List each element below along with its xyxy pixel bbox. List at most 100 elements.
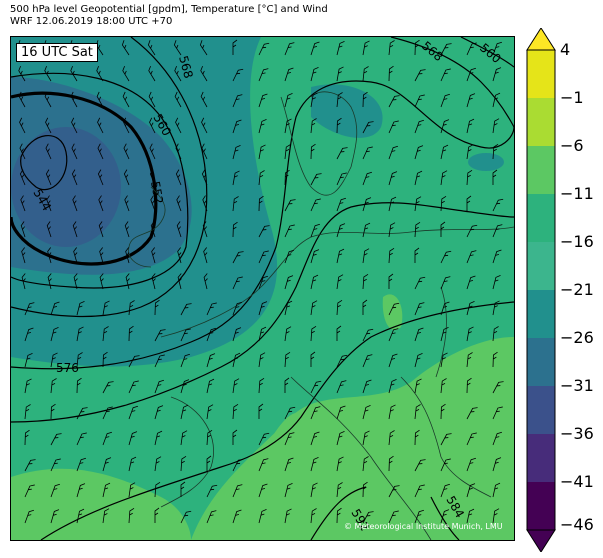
wind-barb [414, 119, 425, 134]
colorbar-tick-label: −11 [560, 184, 594, 203]
wind-barb [492, 249, 502, 264]
wind-barb [97, 143, 104, 160]
wind-barb [175, 169, 182, 186]
wind-barb [440, 483, 451, 498]
wind-barb [388, 95, 400, 108]
wind-barb [102, 351, 108, 368]
wind-barb [362, 405, 371, 420]
wind-barb [388, 430, 395, 446]
wind-barb [154, 481, 161, 498]
wind-barb [76, 377, 82, 394]
wind-barb [492, 198, 504, 212]
wind-barb [102, 431, 113, 446]
wind-barb [232, 458, 244, 472]
wind-barb [440, 68, 451, 82]
wind-barb [492, 92, 501, 108]
wind-barb [149, 117, 156, 134]
wind-barb [362, 146, 373, 160]
wind-barb [284, 249, 295, 264]
contour-592 [40, 301, 514, 540]
wind-barb [284, 67, 294, 82]
wind-barb [440, 403, 446, 420]
wind-barb [310, 457, 319, 472]
wind-barb [177, 247, 182, 264]
colorbar-segment [527, 146, 555, 194]
wind-barb [258, 119, 267, 134]
wind-barb [310, 92, 318, 108]
wind-barb [24, 378, 32, 394]
colorbar-tick-label: 4 [560, 40, 571, 59]
wind-barb [388, 404, 396, 420]
wind-barb [149, 169, 156, 186]
contour-568-east [390, 37, 514, 128]
wind-barb [180, 328, 191, 342]
colorbar-segment [527, 50, 555, 98]
wind-barb [232, 378, 240, 394]
colorbar-tick-label: −31 [560, 376, 594, 395]
wind-barb [206, 378, 215, 394]
wind-barb [414, 170, 423, 186]
wind-barb [154, 430, 163, 446]
wind-barb [123, 143, 130, 160]
wind-barb [96, 65, 104, 82]
wind-barb [128, 405, 139, 420]
wind-barb [102, 508, 110, 524]
warm-air-region [191, 337, 514, 540]
contour-552 [11, 91, 158, 266]
wind-barb [492, 508, 500, 524]
wind-barb [440, 93, 451, 108]
wind-barb [310, 380, 322, 394]
wind-barb [122, 91, 130, 108]
contour-label: 576 [56, 361, 79, 375]
wind-barb [466, 67, 477, 82]
wind-barb [102, 406, 113, 420]
wind-barb [45, 143, 52, 160]
wind-barb [258, 93, 268, 108]
wind-barb [154, 379, 165, 394]
contour-544 [20, 135, 68, 191]
wind-barb [310, 482, 318, 498]
wind-barb [125, 247, 130, 264]
wind-barb [492, 41, 503, 56]
wind-barb [440, 119, 450, 134]
wind-barb [414, 302, 425, 316]
wind-barb [492, 351, 498, 368]
wind-barb [388, 302, 400, 316]
contour-560-east [460, 37, 514, 68]
colorbar-tick-label: −6 [560, 136, 584, 155]
wind-barb [154, 354, 165, 368]
wind-barb [232, 68, 244, 82]
wind-barb [310, 406, 321, 420]
wind-barb [102, 457, 112, 472]
wind-barb [362, 91, 368, 108]
wind-barb [232, 170, 240, 186]
wind-barb [149, 143, 156, 160]
wind-barb [284, 457, 294, 472]
wind-barb [362, 40, 370, 56]
wind-barb [151, 273, 156, 290]
wind-barb [102, 326, 109, 342]
colorbar-tick-label: −21 [560, 280, 594, 299]
wind-barb [125, 273, 130, 290]
wind-barb [128, 380, 139, 394]
wind-barb [414, 353, 423, 368]
wind-barb [147, 40, 156, 56]
wind-barb [202, 195, 208, 212]
temperature-colorbar [526, 28, 556, 552]
wind-barb [492, 406, 503, 420]
wind-barb [388, 455, 394, 472]
wind-barb [466, 118, 475, 134]
wind-barb [310, 300, 318, 316]
colorbar-tick-label: −26 [560, 328, 594, 347]
wind-barb [176, 195, 182, 212]
wind-barb [414, 39, 420, 56]
colorbar-tick-label: −16 [560, 232, 594, 251]
wind-barb [362, 171, 373, 186]
wind-barb [232, 145, 241, 160]
wind-barb [284, 406, 296, 420]
wind-barb [180, 353, 191, 368]
wind-barb [206, 484, 218, 498]
wind-barb [336, 274, 344, 290]
wind-barb [440, 195, 447, 212]
wind-barb [440, 144, 449, 160]
